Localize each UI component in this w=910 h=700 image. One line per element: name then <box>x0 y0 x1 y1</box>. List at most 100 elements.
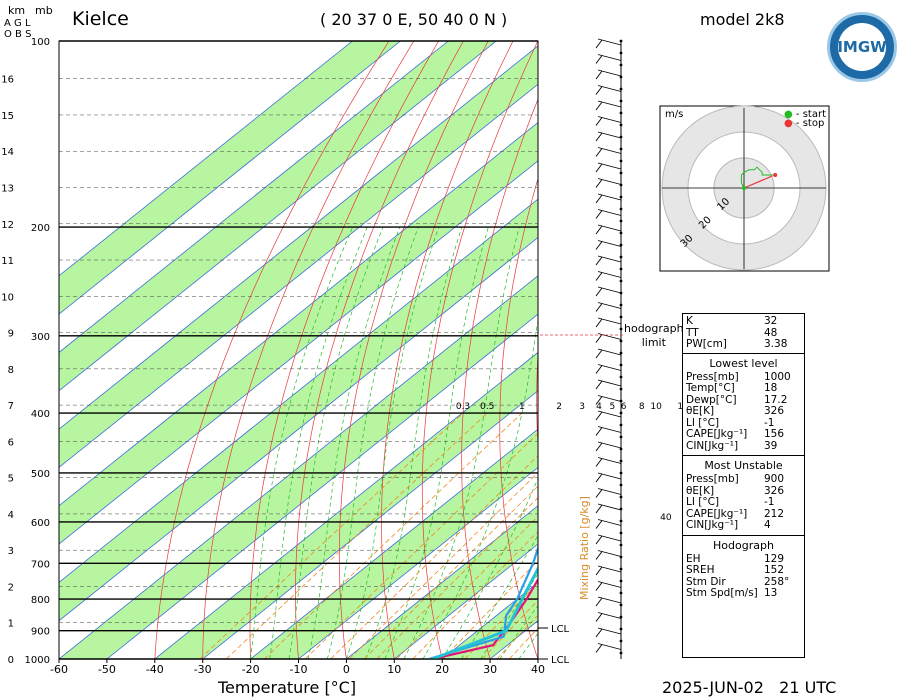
wind-level-dot <box>619 615 623 619</box>
dewpoint-line <box>428 544 538 659</box>
isotherm-band <box>441 581 538 659</box>
x-tick-label: -50 <box>98 663 116 676</box>
index-label: θE[K] <box>686 484 715 497</box>
limit-line2: limit <box>641 336 666 349</box>
index-value: 900 <box>764 473 785 485</box>
wind-level-dot <box>619 63 623 67</box>
wind-barb <box>597 240 622 247</box>
start-legend-label: - start <box>795 109 826 120</box>
wind-barb-flag <box>595 70 603 80</box>
wind-barb <box>597 519 622 526</box>
index-row: Dewp[°C] 17.2 <box>686 394 801 407</box>
x-tick-label: -30 <box>194 663 212 676</box>
dry-adiabat <box>421 41 538 659</box>
km-tick-label: 15 <box>1 111 14 122</box>
dry-adiabat <box>338 41 489 659</box>
index-label: CAPE[Jkg⁻¹] <box>686 507 748 520</box>
isotherm-band <box>249 428 538 659</box>
index-label: CAPE[Jkg⁻¹] <box>686 428 748 440</box>
moist-adiabat <box>480 573 538 659</box>
wind-barb-flag <box>595 86 603 95</box>
imgw-logo: IMGW <box>827 12 897 82</box>
agl-label: A G L <box>4 18 31 29</box>
stop-dot-icon: ● <box>784 118 793 129</box>
basic-indices: K 32 TT 48 PW[cm] 3.38 <box>683 314 804 351</box>
wind-level-dot <box>619 195 623 199</box>
wind-level-dot <box>619 339 623 343</box>
wind-level-dot <box>619 387 623 391</box>
wind-barb <box>597 333 622 340</box>
moist-adiabat <box>269 226 368 659</box>
wind-barb <box>597 209 622 216</box>
parcel-line <box>432 565 538 659</box>
dry-adiabat <box>249 41 439 659</box>
pressure-tick-label: 400 <box>31 409 50 420</box>
wind-barb-flag <box>595 194 603 204</box>
wind-level-dot <box>619 267 623 271</box>
wind-barb-flag <box>595 55 603 64</box>
wind-barb <box>597 364 622 371</box>
wind-barb-flag <box>595 132 603 142</box>
wind-level-dot <box>619 483 623 487</box>
wind-level-dot <box>619 99 623 103</box>
index-label: θE[K] <box>686 405 715 417</box>
wind-level-dot <box>619 327 623 331</box>
temperature-line <box>432 577 538 659</box>
logo-inner <box>838 23 886 71</box>
index-label: EH <box>686 552 701 565</box>
wind-level-dot <box>619 255 623 259</box>
dry-adiabat <box>154 41 390 659</box>
dry-adiabat <box>881 41 910 659</box>
wind-barb-flag <box>595 101 603 111</box>
wind-level-dot <box>619 315 623 319</box>
wind-barb <box>597 178 622 185</box>
mixing-ratio-label: 10 <box>650 402 662 412</box>
obs-label: O B S <box>4 29 32 40</box>
hodo-title: Hodograph <box>713 538 774 552</box>
hodograph-stop-legend: ● - stop <box>784 118 824 129</box>
index-row: θE[K] 326 <box>686 405 801 418</box>
pressure-tick-label: 100 <box>31 37 50 48</box>
mixing-ratio-label: 4 <box>596 402 602 412</box>
wind-barb <box>597 472 622 480</box>
index-row: LI [°C] -1 <box>686 416 801 430</box>
wind-barb-flag <box>595 489 603 498</box>
sounding-series <box>428 544 538 659</box>
isotherm-band <box>154 351 538 659</box>
mixing-ratio-label: 2 <box>556 402 562 412</box>
wind-level-dot <box>619 147 623 151</box>
index-value: -1 <box>764 416 775 429</box>
wind-barb-flag <box>595 365 603 374</box>
divider <box>683 455 804 456</box>
x-tick-label: 20 <box>435 663 449 676</box>
lowest-title: Lowest level <box>709 356 778 370</box>
wind-level-dot <box>619 123 623 127</box>
moist-adiabat <box>288 226 384 659</box>
mixing-ratio-label: 3 <box>579 402 585 412</box>
wind-barb-flag <box>595 551 603 560</box>
hodograph-trace <box>740 166 776 189</box>
km-axis-title: km <box>8 4 26 17</box>
wind-level-dot <box>619 627 623 631</box>
x-tick-label: 30 <box>483 663 497 676</box>
wind-level-dot <box>619 231 623 235</box>
km-tick-label: 12 <box>1 220 14 231</box>
wind-barb-flag <box>595 210 603 219</box>
km-tick-label: 7 <box>8 401 14 412</box>
wind-barb <box>597 255 622 263</box>
wind-barb <box>597 565 622 573</box>
mixing-ratio-label: 5 <box>610 402 616 412</box>
x-tick-label: -10 <box>290 663 308 676</box>
wind-level-dot <box>619 111 623 115</box>
wind-level-dot <box>619 159 623 163</box>
wind-barb-flag <box>595 411 603 421</box>
model-name: model 2k8 <box>700 10 785 29</box>
wind-barb-flag <box>595 613 603 622</box>
index-row: Press[mb] 1000 <box>686 371 801 384</box>
wind-barb <box>597 131 622 139</box>
pressure-tick-label: 500 <box>31 469 50 480</box>
hodograph-start-point <box>742 186 746 190</box>
wind-barb <box>597 643 622 650</box>
